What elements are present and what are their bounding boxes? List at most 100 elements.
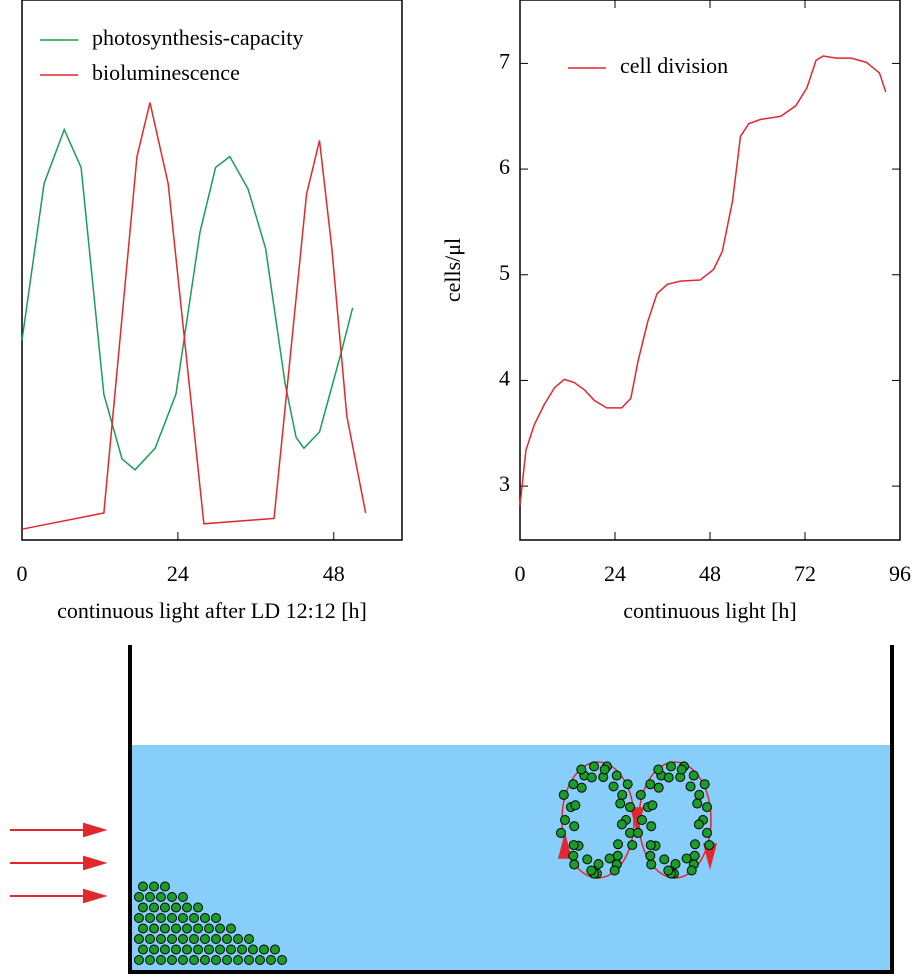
cell <box>277 955 287 965</box>
cell <box>688 770 699 781</box>
cell <box>182 923 192 934</box>
cell <box>653 764 664 775</box>
cell <box>200 955 210 965</box>
x-tick-label: 96 <box>889 561 911 586</box>
cell <box>586 772 597 783</box>
cell <box>686 865 697 876</box>
cell <box>699 779 710 790</box>
cell <box>138 902 148 913</box>
cell <box>204 944 214 955</box>
cell <box>645 840 656 851</box>
cell <box>604 853 615 864</box>
cell <box>160 923 170 934</box>
cell <box>156 892 166 902</box>
cell <box>193 944 203 955</box>
cell <box>702 802 713 813</box>
cell <box>622 779 633 790</box>
cell <box>138 944 148 955</box>
cell <box>646 859 657 870</box>
cell <box>647 800 658 811</box>
cell <box>637 815 647 825</box>
cell <box>568 779 579 790</box>
cell <box>599 764 610 775</box>
y-tick-label: 6 <box>499 154 510 179</box>
cell <box>558 789 569 800</box>
cell <box>586 865 597 876</box>
cell <box>694 789 705 800</box>
cell <box>676 764 687 775</box>
cell <box>692 798 703 809</box>
line-series <box>21 102 367 530</box>
x-tick-label: 24 <box>604 561 626 586</box>
cell <box>609 865 620 876</box>
cell <box>171 944 181 955</box>
water <box>132 745 890 971</box>
cell <box>646 821 657 832</box>
cell <box>632 827 643 838</box>
cell <box>171 902 181 913</box>
cell <box>244 934 254 944</box>
x-tick-label: 0 <box>17 561 28 586</box>
cell <box>215 944 225 955</box>
cell <box>211 955 221 965</box>
cell <box>145 955 155 965</box>
cell <box>702 827 713 838</box>
x-tick-label: 0 <box>515 561 526 586</box>
cell <box>160 902 170 913</box>
cell <box>616 819 627 830</box>
cell <box>248 944 258 955</box>
cell <box>704 840 715 851</box>
cell <box>156 955 166 965</box>
cell <box>569 821 580 832</box>
cell <box>266 955 276 965</box>
line-series <box>21 127 354 471</box>
cell <box>134 892 144 902</box>
cell <box>178 955 188 965</box>
plot-frame <box>21 0 403 541</box>
cell <box>653 782 664 793</box>
x-axis-label: continuous light [h] <box>623 598 797 623</box>
algae <box>134 761 715 965</box>
cell <box>149 923 159 934</box>
x-axis-label: continuous light after LD 12:12 [h] <box>57 598 367 623</box>
cell <box>211 934 221 944</box>
cell <box>167 955 177 965</box>
cell <box>255 955 265 965</box>
cell <box>193 902 203 913</box>
cell <box>233 934 243 944</box>
cell <box>160 944 170 955</box>
cell <box>178 892 188 902</box>
cell <box>613 839 624 850</box>
cell <box>645 850 656 861</box>
x-tick-label: 48 <box>699 561 721 586</box>
cell <box>663 772 674 783</box>
cell <box>189 913 199 923</box>
cell <box>134 913 144 923</box>
cell <box>645 779 656 790</box>
cell <box>156 934 166 944</box>
cell <box>568 850 579 861</box>
cell <box>189 934 199 944</box>
cell <box>593 858 604 869</box>
cell <box>615 798 626 809</box>
cell <box>570 800 581 811</box>
cell <box>145 913 155 923</box>
cell <box>635 789 646 800</box>
cell <box>215 923 225 934</box>
legend-label: cell division <box>620 53 728 78</box>
legend-label: bioluminescence <box>92 60 240 85</box>
tank <box>128 645 894 974</box>
cell <box>681 853 692 864</box>
cell <box>560 815 570 825</box>
x-tick-label: 48 <box>323 561 345 586</box>
cell <box>138 881 148 892</box>
cell <box>134 955 144 965</box>
cell <box>222 934 232 944</box>
cell <box>200 934 210 944</box>
cell <box>685 781 696 792</box>
cell <box>582 854 593 865</box>
y-tick-label: 4 <box>499 365 510 390</box>
cell <box>608 781 619 792</box>
cell <box>178 913 188 923</box>
cell <box>222 955 232 965</box>
